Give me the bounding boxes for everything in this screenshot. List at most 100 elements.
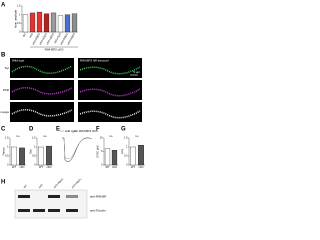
image [10, 80, 74, 100]
y-axis-title: Size [30, 148, 33, 153]
y-tick-label: 0 [101, 164, 103, 167]
image-title: Wild type [12, 58, 25, 62]
band [66, 209, 78, 212]
image [78, 58, 142, 78]
y-tick-label: 0 [126, 164, 128, 167]
panel-label: E [56, 127, 60, 133]
row-label: merge [0, 110, 9, 114]
trace [62, 137, 93, 159]
bar [111, 149, 118, 166]
x-tick-label: WT [12, 166, 16, 169]
x-tick-label: cKO [139, 166, 144, 169]
y-tick-label: 0.5 [17, 22, 21, 25]
y-tick-label: 1 [19, 13, 21, 16]
row-label: Syt [5, 66, 10, 70]
scale-label: 5 µm [133, 70, 140, 74]
x-tick-label: cKO+RBP1 [60, 32, 69, 45]
signal [79, 88, 141, 97]
bar [104, 148, 111, 166]
bar [50, 12, 57, 33]
bar [43, 13, 50, 33]
y-tick-label: 0 [19, 31, 21, 34]
y-tick-label: 0 [34, 164, 36, 167]
bar [36, 11, 43, 33]
bar [57, 15, 64, 33]
band [66, 195, 78, 198]
bar [71, 13, 78, 33]
micrographs [10, 58, 142, 122]
x-tick-label: cKO+ΔSH3 [39, 32, 48, 45]
signal [11, 65, 73, 74]
blot-bands [18, 195, 78, 212]
x-tick-label: cKO+ΔFN3 [46, 32, 55, 45]
panel-label: D [29, 127, 34, 133]
y-axis-title: EPSC (nA) [97, 145, 100, 157]
x-tick-label: cKO [20, 166, 25, 169]
y-tick-label: 0.5 [124, 155, 128, 158]
x-tick-label: cKO [29, 33, 34, 39]
signal [11, 109, 73, 117]
lane-label: cKO+RBP1 [71, 178, 83, 190]
group-label: RIM-BP2 cKO [45, 47, 65, 51]
y-tick-label: 10 [100, 137, 103, 140]
figure: Wild type RIM-BP2 fl/fl (rescue) 5 µm Sy… [0, 3, 145, 219]
panel-label: B [1, 53, 6, 59]
y-tick-label: 0 [7, 164, 9, 167]
legend-label: wild type [65, 129, 77, 133]
image [78, 80, 142, 100]
panel-label: F [96, 127, 100, 133]
y-tick-label: 1 [7, 146, 9, 149]
signal [11, 87, 73, 95]
band-label: anti-Tubulin [90, 208, 106, 212]
bar [64, 14, 71, 33]
y-tick-label: 0.5 [32, 155, 36, 158]
significance: n.s. [109, 135, 113, 138]
x-tick-label: cKO+RBP2 [32, 32, 41, 45]
y-tick-label: 1 [34, 146, 36, 149]
y-tick-label: 5 [101, 150, 103, 153]
image [10, 102, 74, 122]
significance: n.s. [135, 135, 139, 138]
image [10, 58, 74, 78]
row-label: PSD [3, 88, 10, 92]
bar [19, 147, 25, 166]
lane-label: cKO [38, 184, 44, 190]
y-axis-title: PPR [122, 149, 125, 154]
x-tick-label: cKO+RBP3 [67, 32, 76, 45]
y-tick-label: 0.5 [5, 155, 9, 158]
band [48, 195, 60, 198]
x-tick-label: WT [106, 166, 110, 169]
x-tick-label: cKO [112, 166, 117, 169]
bar [38, 146, 44, 166]
x-tick-label: WT [22, 32, 27, 37]
y-tick-label: 1 [126, 146, 128, 149]
bar [22, 14, 29, 33]
x-tick-label: cKO [47, 166, 52, 169]
band-label: anti-RIM-BP [90, 194, 106, 198]
significance: n.s. [16, 135, 20, 138]
y-axis-title: Norm. amplitude [15, 9, 18, 28]
panel-label: C [1, 127, 6, 133]
significance: n.s. [43, 135, 47, 138]
band [48, 209, 60, 212]
lane-label: WT [23, 184, 28, 189]
y-axis-title: Puncta [3, 147, 6, 155]
band [18, 209, 30, 212]
bar [138, 145, 144, 166]
image [78, 102, 142, 122]
bar [11, 146, 17, 166]
y-tick-label: 1.5 [5, 137, 9, 140]
image-title: RIM-BP2 fl/fl (rescue) [80, 58, 109, 62]
signal [79, 110, 141, 119]
panel-label: G [121, 127, 126, 133]
band [33, 209, 45, 212]
signal [79, 66, 141, 75]
x-tick-label: WT [39, 166, 43, 169]
x-tick-label: WT [131, 166, 135, 169]
band [18, 195, 30, 198]
x-tick-label: cKO+SH3 [54, 32, 62, 44]
legend-label: RIM-BP2 cKO [79, 129, 99, 133]
bar [46, 145, 52, 166]
bar [29, 12, 36, 33]
panel-label: H [1, 180, 5, 186]
